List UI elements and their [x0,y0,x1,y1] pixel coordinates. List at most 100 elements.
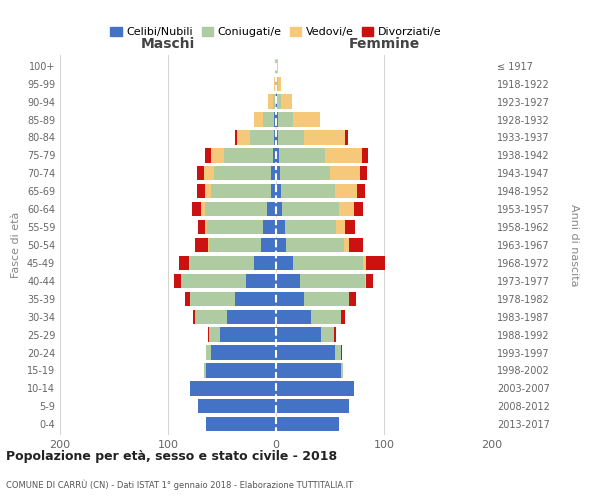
Bar [281,94,292,109]
Bar [202,202,205,216]
Bar [322,328,334,342]
Bar [181,274,246,288]
Bar [345,220,355,234]
Bar [268,202,276,216]
Bar [276,346,335,360]
Bar [338,202,354,216]
Bar [268,94,273,109]
Bar [206,346,211,360]
Bar [276,417,338,432]
Bar [335,346,341,360]
Bar [206,417,276,432]
Bar [274,76,275,91]
Bar [360,166,367,180]
Bar [185,292,190,306]
Bar [293,256,364,270]
Bar [211,184,271,198]
Bar [276,58,277,73]
Bar [276,184,281,198]
Bar [205,220,207,234]
Bar [354,202,364,216]
Bar [349,292,356,306]
Bar [279,148,325,162]
Bar [357,184,365,198]
Bar [335,184,357,198]
Bar [341,346,342,360]
Bar [276,328,322,342]
Bar [188,256,190,270]
Bar [276,76,278,91]
Bar [364,256,365,270]
Bar [250,130,274,144]
Bar [198,399,276,413]
Bar [214,166,271,180]
Bar [203,166,214,180]
Bar [276,148,279,162]
Bar [349,238,364,252]
Bar [235,130,237,144]
Bar [254,112,263,126]
Bar [345,130,349,144]
Bar [276,220,284,234]
Bar [237,130,250,144]
Bar [276,381,354,396]
Bar [276,399,349,413]
Bar [254,256,276,270]
Bar [205,148,211,162]
Bar [276,256,293,270]
Bar [277,94,281,109]
Bar [276,274,300,288]
Bar [208,328,209,342]
Bar [193,310,195,324]
Text: Femmine: Femmine [349,38,419,52]
Bar [283,202,338,216]
Bar [278,76,281,91]
Bar [190,292,235,306]
Bar [276,130,278,144]
Bar [276,364,341,378]
Bar [281,184,335,198]
Bar [278,112,293,126]
Bar [284,220,337,234]
Bar [275,76,276,91]
Bar [337,220,345,234]
Bar [278,130,304,144]
Bar [209,238,261,252]
Bar [365,256,385,270]
Bar [276,112,278,126]
Bar [220,328,276,342]
Bar [190,256,254,270]
Text: Popolazione per età, sesso e stato civile - 2018: Popolazione per età, sesso e stato civil… [6,450,337,463]
Bar [341,364,343,378]
Bar [274,112,276,126]
Bar [263,220,276,234]
Bar [274,130,276,144]
Bar [273,148,276,162]
Bar [365,274,373,288]
Bar [205,202,268,216]
Bar [276,166,280,180]
Bar [304,292,349,306]
Bar [224,148,273,162]
Bar [207,220,263,234]
Bar [263,112,274,126]
Bar [235,292,276,306]
Bar [206,364,276,378]
Bar [334,328,337,342]
Bar [325,148,362,162]
Bar [271,166,276,180]
Bar [300,274,365,288]
Bar [246,274,276,288]
Bar [276,202,283,216]
Bar [209,328,220,342]
Bar [293,112,320,126]
Text: Maschi: Maschi [141,38,195,52]
Bar [197,184,205,198]
Bar [277,58,278,73]
Bar [362,148,368,162]
Bar [198,220,205,234]
Bar [276,238,286,252]
Bar [311,310,341,324]
Bar [271,184,276,198]
Bar [211,148,224,162]
